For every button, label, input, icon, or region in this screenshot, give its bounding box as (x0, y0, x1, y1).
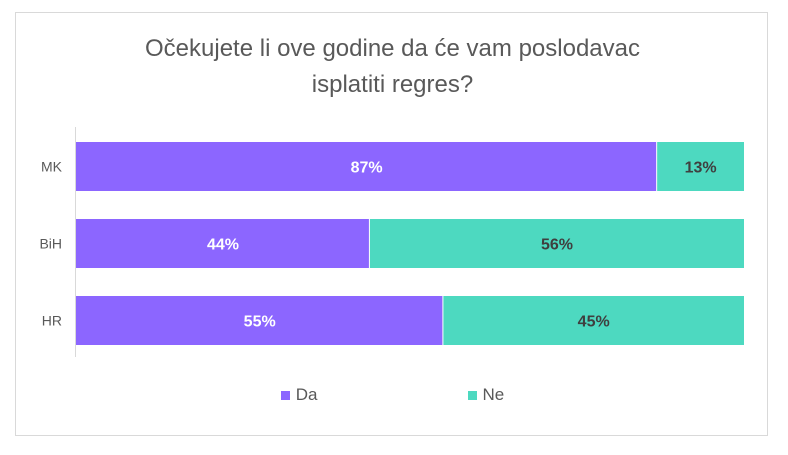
bar-chart: MK 87% 13% BiH 44% 56% HR 55% 45% (39, 127, 744, 357)
category-label-bih: BiH (39, 236, 62, 252)
chart-title-line-2: isplatiti regres? (311, 71, 474, 98)
legend-item-da: Da (280, 385, 318, 405)
category-label-mk: MK (41, 159, 63, 175)
bar-da-hr (76, 296, 443, 345)
chart-frame: Očekujete li ove godine da će vam poslod… (15, 12, 768, 436)
category-label-hr: HR (42, 313, 62, 329)
chart-title: Očekujete li ove godine da će vam poslod… (16, 31, 769, 103)
data-label-da-bih: 44% (207, 237, 239, 254)
data-label-ne-bih: 56% (541, 237, 573, 254)
bar-da-mk (76, 142, 657, 191)
legend-label-ne: Ne (482, 385, 505, 404)
data-label-da-hr: 55% (244, 314, 276, 331)
legend-item-ne: Ne (467, 385, 505, 405)
chart-title-line-1: Očekujete li ove godine da će vam poslod… (145, 35, 640, 62)
legend: Da Ne (16, 385, 769, 405)
legend-label-da: Da (295, 385, 318, 404)
bar-ne-bih (369, 219, 744, 268)
bar-ne-mk (657, 142, 744, 191)
bar-da-bih (76, 219, 369, 268)
legend-swatch-ne (467, 390, 477, 400)
data-label-ne-hr: 45% (578, 314, 610, 331)
legend-swatch-da (280, 390, 290, 400)
data-label-ne-mk: 13% (685, 160, 717, 177)
data-label-da-mk: 87% (351, 160, 383, 177)
bar-ne-hr (443, 296, 744, 345)
